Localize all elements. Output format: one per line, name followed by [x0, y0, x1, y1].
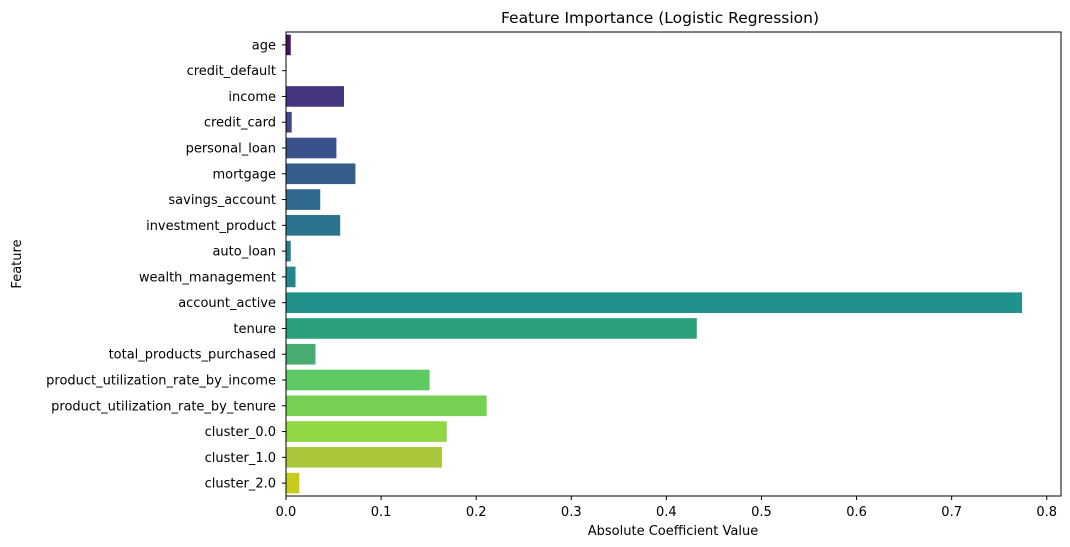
y-tick-label: credit_default	[187, 64, 276, 79]
x-axis-ticks: 0.0 0.1 0.2 0.3 0.4 0.5 0.6 0.7 0.8	[276, 496, 1057, 520]
x-tick-label: 0.1	[371, 505, 392, 520]
bar-account_active	[286, 292, 1023, 313]
y-tick-label: mortgage	[212, 167, 276, 182]
bar-auto_loan	[286, 240, 291, 262]
x-tick-label: 0.4	[656, 505, 677, 520]
y-tick-label: cluster_2.0	[205, 477, 276, 492]
bar-total_products_purchased	[286, 343, 316, 365]
y-tick-label: tenure	[233, 322, 276, 337]
y-tick-label: income	[228, 90, 276, 105]
y-tick-label: cluster_1.0	[205, 451, 276, 466]
x-tick-label: 0.6	[846, 505, 867, 520]
y-tick-label: product_utilization_rate_by_income	[46, 374, 276, 389]
plot-frame	[285, 31, 1062, 497]
y-tick-label: savings_account	[168, 193, 276, 208]
chart-title: Feature Importance (Logistic Regression)	[501, 9, 819, 27]
y-tick-label: product_utilization_rate_by_tenure	[51, 399, 276, 414]
x-tick-label: 0.2	[466, 505, 487, 520]
bar-cluster_0.0	[286, 421, 447, 442]
x-tick-label: 0.3	[561, 505, 582, 520]
x-tick-label: 0.5	[751, 505, 772, 520]
bar-savings_account	[286, 189, 321, 210]
bar-wealth_management	[286, 266, 296, 288]
bars-group	[286, 34, 1023, 494]
bar-mortgage	[286, 163, 356, 185]
y-tick-label: cluster_0.0	[205, 425, 276, 440]
x-tick-label: 0.0	[276, 505, 297, 520]
y-axis-label: Feature	[10, 239, 25, 288]
bar-cluster_2.0	[286, 472, 300, 494]
bar-cluster_1.0	[286, 447, 442, 468]
y-tick-label: age	[252, 38, 276, 53]
bar-product_utilization_rate_by_tenure	[286, 395, 487, 417]
bar-personal_loan	[286, 137, 337, 159]
bar-credit_card	[286, 111, 292, 133]
bar-tenure	[286, 318, 697, 339]
x-tick-label: 0.7	[941, 505, 962, 520]
y-tick-label: auto_loan	[212, 245, 276, 260]
y-tick-label: investment_product	[146, 219, 276, 234]
y-tick-label: credit_card	[204, 116, 276, 131]
bar-income	[286, 86, 345, 107]
x-axis-label: Absolute Coefficient Value	[588, 524, 758, 539]
y-tick-label: wealth_management	[139, 270, 276, 285]
y-tick-label: total_products_purchased	[109, 348, 276, 363]
y-tick-label: account_active	[178, 296, 276, 311]
bar-investment_product	[286, 215, 341, 236]
y-tick-label: personal_loan	[186, 142, 276, 157]
bar-product_utilization_rate_by_income	[286, 369, 430, 391]
x-tick-label: 0.8	[1036, 505, 1057, 520]
bar-age	[286, 34, 291, 56]
